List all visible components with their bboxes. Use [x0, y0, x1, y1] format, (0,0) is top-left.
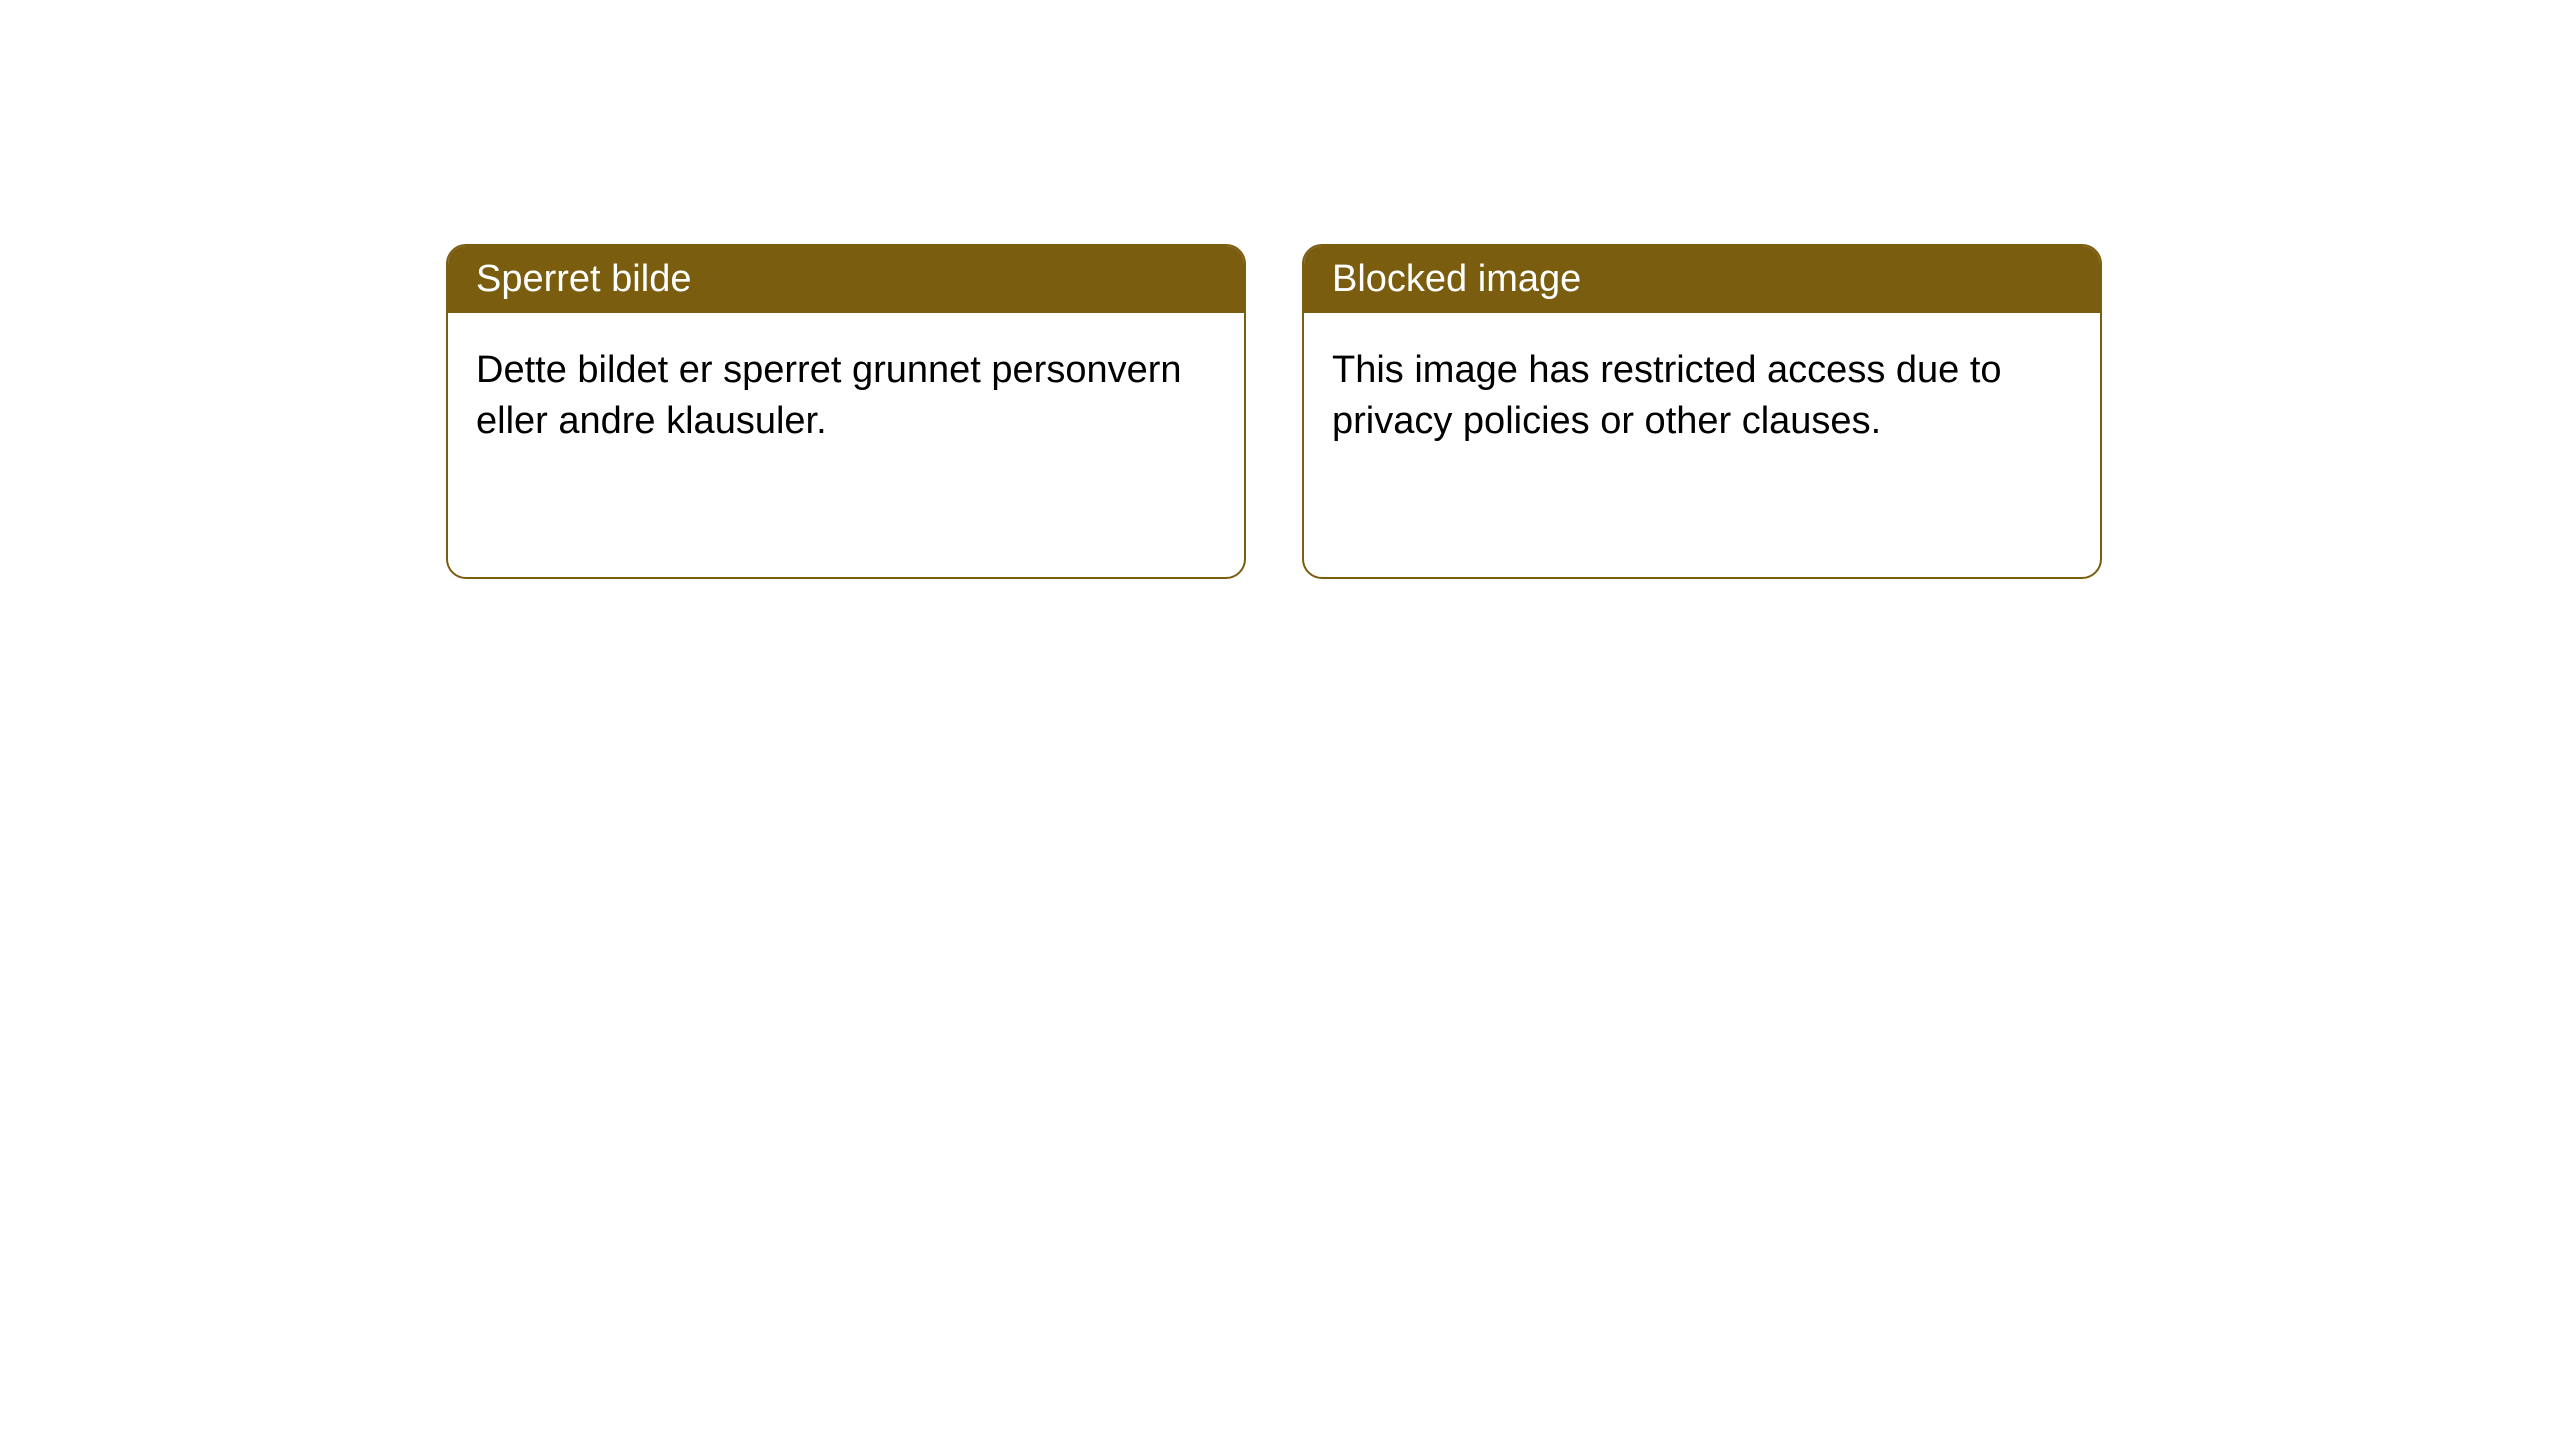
- notice-container: Sperret bilde Dette bildet er sperret gr…: [0, 0, 2560, 579]
- card-body: This image has restricted access due to …: [1304, 313, 2100, 480]
- card-title: Blocked image: [1304, 246, 2100, 313]
- notice-card-english: Blocked image This image has restricted …: [1302, 244, 2102, 579]
- card-title: Sperret bilde: [448, 246, 1244, 313]
- card-body: Dette bildet er sperret grunnet personve…: [448, 313, 1244, 480]
- notice-card-norwegian: Sperret bilde Dette bildet er sperret gr…: [446, 244, 1246, 579]
